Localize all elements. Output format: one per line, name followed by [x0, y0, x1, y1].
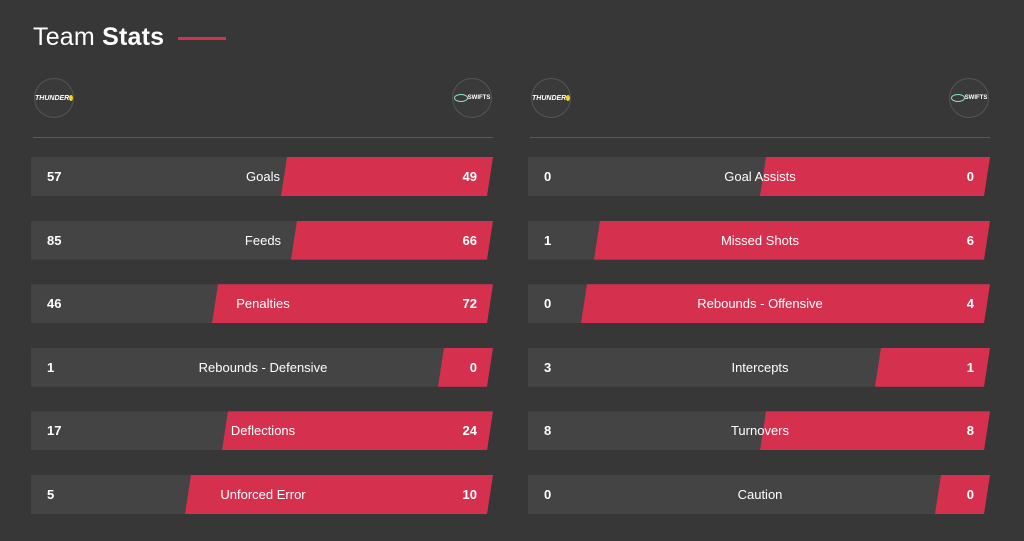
home-value: 57: [47, 169, 62, 184]
stats-list: 57 Goals 49 85 Feeds 66 46 Penalties 72 …: [33, 157, 493, 539]
stat-row: 3 Intercepts 1: [530, 348, 990, 387]
home-value: 8: [544, 423, 552, 439]
stat-row: 0 Caution 0: [530, 475, 990, 514]
stat-bar-away-fill: [281, 157, 493, 196]
team-logos: THUNDER SWIFTS: [33, 78, 493, 120]
title-bold: Stats: [102, 23, 165, 51]
thunder-logo-text: THUNDER: [532, 94, 567, 102]
home-value: 85: [47, 232, 62, 248]
stat-row: 17 Deflections 24: [33, 411, 493, 450]
home-value: 17: [47, 423, 62, 439]
away-value: 72: [462, 296, 477, 312]
stats-panel-left: THUNDER SWIFTS 57 Goals 49 85 Feeds 66 4…: [33, 78, 493, 120]
home-value: 1: [47, 359, 55, 375]
section-header: Team Stats: [33, 20, 227, 54]
stat-row: 1 Rebounds - Defensive 0: [33, 348, 493, 387]
title-light: Team: [33, 23, 95, 51]
stat-row: 57 Goals 49: [33, 157, 493, 196]
stat-bar-away-fill: [222, 411, 493, 450]
stat-bar-away-fill: [438, 348, 493, 387]
home-value: 3: [544, 359, 552, 375]
home-value: 5: [47, 486, 55, 502]
stat-bar-away-fill: [875, 348, 990, 387]
stats-panel-right: THUNDER SWIFTS 0 Goal Assists 0 1 Missed…: [530, 78, 990, 120]
stat-label: Goal Assists: [724, 169, 796, 184]
home-value: 0: [544, 486, 552, 502]
stat-bar-away-fill: [760, 157, 990, 196]
away-value: 0: [966, 169, 974, 184]
swifts-ring-icon: [950, 94, 965, 102]
away-value: 10: [462, 486, 477, 502]
stat-label: Deflections: [230, 423, 296, 439]
stat-row: 0 Goal Assists 0: [530, 157, 990, 196]
swifts-logo-text: SWIFTS: [467, 94, 491, 101]
away-value: 8: [966, 423, 974, 439]
stat-label: Feeds: [244, 232, 282, 248]
stat-bar-away-fill: [935, 475, 990, 514]
home-value: 1: [544, 232, 552, 248]
home-value: 0: [544, 169, 552, 184]
swifts-logo-icon: SWIFTS: [452, 78, 492, 118]
away-value: 6: [966, 232, 974, 248]
stat-bar-track: [528, 475, 990, 514]
away-value: 24: [462, 423, 477, 439]
stat-label: Intercepts: [731, 359, 789, 375]
stat-bar-away-fill: [291, 221, 493, 260]
stat-bar-track: [31, 348, 493, 387]
logo-divider: [530, 137, 990, 138]
stat-row: 5 Unforced Error 10: [33, 475, 493, 514]
stat-bar-away-fill: [581, 284, 990, 323]
swifts-logo-text: SWIFTS: [964, 94, 988, 101]
stat-row: 1 Missed Shots 6: [530, 221, 990, 260]
stat-row: 8 Turnovers 8: [530, 411, 990, 450]
home-value: 46: [47, 296, 62, 312]
stat-label: Missed Shots: [720, 232, 800, 248]
stat-bar-away-fill: [760, 411, 990, 450]
away-value: 0: [966, 486, 974, 502]
stat-bar-away-fill: [212, 284, 493, 323]
stat-label: Caution: [737, 486, 783, 502]
away-value: 0: [469, 359, 477, 375]
stat-label: Unforced Error: [220, 486, 306, 502]
thunder-logo-text: THUNDER: [35, 94, 70, 102]
stat-label: Turnovers: [730, 423, 790, 439]
away-value: 66: [462, 232, 477, 248]
ball-icon: [566, 95, 570, 101]
team-logos: THUNDER SWIFTS: [530, 78, 990, 120]
away-value: 4: [966, 296, 974, 312]
stat-row: 85 Feeds 66: [33, 221, 493, 260]
stat-row: 0 Rebounds - Offensive 4: [530, 284, 990, 323]
stat-label: Rebounds - Defensive: [198, 359, 328, 375]
swifts-logo-icon: SWIFTS: [949, 78, 989, 118]
thunder-logo-icon: THUNDER: [34, 78, 74, 118]
stat-label: Penalties: [236, 296, 290, 312]
home-value: 0: [544, 296, 552, 312]
stats-list: 0 Goal Assists 0 1 Missed Shots 6 0 Rebo…: [530, 157, 990, 539]
title-accent-line: [178, 36, 227, 40]
stat-label: Rebounds - Offensive: [697, 296, 823, 312]
stat-bar-away-fill: [594, 221, 990, 260]
page-title: Team Stats: [33, 20, 164, 54]
ball-icon: [69, 95, 73, 101]
away-value: 1: [966, 359, 974, 375]
swifts-ring-icon: [453, 94, 468, 102]
thunder-logo-icon: THUNDER: [531, 78, 571, 118]
stat-label: Goals: [246, 169, 280, 184]
away-value: 49: [462, 169, 477, 184]
logo-divider: [33, 137, 493, 138]
stat-bar-away-fill: [185, 475, 493, 514]
stat-row: 46 Penalties 72: [33, 284, 493, 323]
